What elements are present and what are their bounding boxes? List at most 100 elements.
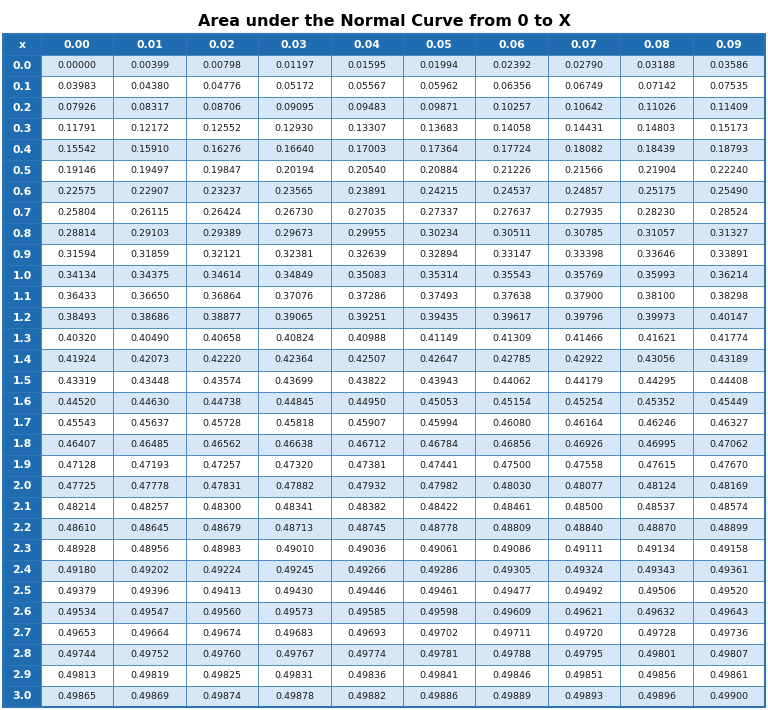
Bar [548, 202, 621, 223]
Bar [475, 223, 548, 244]
Bar [475, 623, 548, 644]
Bar [41, 644, 114, 665]
Bar [114, 413, 186, 434]
Text: 1.4: 1.4 [12, 355, 31, 365]
Bar [693, 518, 765, 539]
Bar [693, 581, 765, 602]
Bar [693, 434, 765, 454]
Text: 0.29389: 0.29389 [203, 229, 242, 239]
Bar [41, 307, 114, 329]
Bar [403, 686, 475, 707]
Bar [3, 97, 41, 118]
Bar [548, 55, 621, 76]
Bar [693, 76, 765, 97]
Bar [258, 454, 330, 476]
Bar [475, 539, 548, 559]
Bar [403, 539, 475, 559]
Text: 0.01595: 0.01595 [347, 61, 386, 70]
Bar [114, 349, 186, 371]
Bar [186, 434, 258, 454]
Text: 0.45637: 0.45637 [130, 419, 169, 427]
Text: 0.16640: 0.16640 [275, 145, 314, 154]
Text: 0.49807: 0.49807 [710, 650, 748, 659]
Text: 0.19497: 0.19497 [130, 166, 169, 175]
Bar [693, 644, 765, 665]
Bar [3, 139, 41, 160]
Bar [330, 202, 403, 223]
Text: 0.49632: 0.49632 [637, 608, 676, 617]
Bar [693, 181, 765, 202]
Text: 0.10257: 0.10257 [492, 103, 531, 112]
Bar [186, 497, 258, 518]
Bar [693, 266, 765, 286]
Bar [186, 329, 258, 349]
Bar [548, 181, 621, 202]
Text: 0.40988: 0.40988 [347, 334, 386, 344]
Text: 0.08317: 0.08317 [130, 103, 169, 112]
Bar [403, 644, 475, 665]
Bar [403, 623, 475, 644]
Bar [693, 413, 765, 434]
Bar [548, 413, 621, 434]
Bar [621, 223, 693, 244]
Bar [330, 581, 403, 602]
Text: 0.14803: 0.14803 [637, 124, 676, 133]
Text: 0.48382: 0.48382 [347, 503, 386, 512]
Text: 0.45907: 0.45907 [347, 419, 386, 427]
Bar [41, 97, 114, 118]
Bar [3, 181, 41, 202]
Text: 0.37900: 0.37900 [564, 293, 604, 301]
Text: 0.2: 0.2 [12, 103, 31, 113]
Bar [548, 391, 621, 413]
Bar [3, 665, 41, 686]
Text: 2.4: 2.4 [12, 565, 31, 575]
Text: 0.49598: 0.49598 [419, 608, 458, 617]
Bar [693, 602, 765, 623]
Bar [403, 371, 475, 391]
Bar [621, 665, 693, 686]
Bar [330, 139, 403, 160]
Bar [186, 644, 258, 665]
Bar [114, 329, 186, 349]
Text: 0.41621: 0.41621 [637, 334, 676, 344]
Text: 0.32639: 0.32639 [347, 251, 386, 259]
Bar [114, 34, 186, 55]
Bar [3, 244, 41, 266]
Text: 0.20194: 0.20194 [275, 166, 314, 175]
Bar [114, 266, 186, 286]
Text: 0.31859: 0.31859 [130, 251, 169, 259]
Bar [186, 118, 258, 139]
Bar [548, 623, 621, 644]
Bar [114, 286, 186, 307]
Text: 0.49446: 0.49446 [347, 587, 386, 596]
Text: 0.05962: 0.05962 [419, 82, 458, 91]
Bar [41, 118, 114, 139]
Text: 0.49831: 0.49831 [275, 671, 314, 680]
Bar [41, 181, 114, 202]
Bar [41, 559, 114, 581]
Text: 0.45728: 0.45728 [203, 419, 241, 427]
Text: 0.13683: 0.13683 [419, 124, 458, 133]
Text: 0.43822: 0.43822 [347, 376, 386, 386]
Text: 0.3: 0.3 [12, 124, 31, 133]
Text: 0.49111: 0.49111 [564, 545, 604, 554]
Bar [258, 623, 330, 644]
Text: 0.35314: 0.35314 [419, 271, 458, 280]
Text: 0.49760: 0.49760 [203, 650, 241, 659]
Bar [621, 307, 693, 329]
Bar [41, 476, 114, 497]
Bar [114, 160, 186, 181]
Bar [114, 202, 186, 223]
Text: 0.33398: 0.33398 [564, 251, 604, 259]
Text: 0.25490: 0.25490 [710, 187, 748, 196]
Bar [186, 476, 258, 497]
Bar [41, 539, 114, 559]
Text: 0.16276: 0.16276 [203, 145, 241, 154]
Text: 0.49874: 0.49874 [203, 692, 241, 701]
Text: 0.33646: 0.33646 [637, 251, 676, 259]
Bar [114, 539, 186, 559]
Bar [41, 223, 114, 244]
Bar [330, 266, 403, 286]
Bar [258, 602, 330, 623]
Text: 0.44738: 0.44738 [203, 398, 242, 407]
